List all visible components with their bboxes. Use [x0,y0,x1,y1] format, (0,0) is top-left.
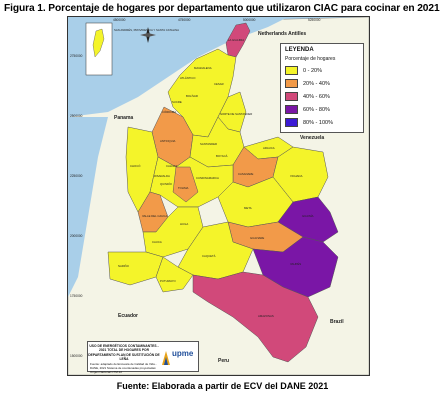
dept-label-cundinamarca: CUNDINAMARCA [196,176,219,180]
dept-label-guaviare: GUAVIARE [250,236,264,240]
legend-label: 20% - 40% [303,80,330,87]
upme-logo-text: upme [172,349,194,358]
map-info-box: USO DE ENERGÉTICOS CONTAMINANTES - 2021 … [87,341,199,374]
upme-logo-icon [162,351,170,365]
coord-left-4: 2000000 [70,234,83,238]
compass-rose-icon [140,27,156,43]
dept-label-antioquia: ANTIOQUIA [160,139,176,143]
label-ecuador: Ecuador [118,313,138,319]
coord-top-1: 4500000 [113,18,126,22]
dept-label-caldas: CALDAS [166,164,177,168]
coord-left-5: 1750000 [70,294,83,298]
dept-label-cesar: CESAR [214,82,224,86]
dept-label-meta: META [244,206,252,210]
coord-left-2: 2500000 [70,114,83,118]
pacific-ocean [68,117,108,297]
dept-amazonas [192,271,319,363]
info-notes: Fuente: adaptado de Encuesta de Calidad … [90,362,157,374]
info-heading: USO DE ENERGÉTICOS CONTAMINANTES - 2021 … [88,344,160,361]
coord-top-2: 4750000 [178,18,191,22]
dept-label-atlantico: ATLÁNTICO [180,76,196,80]
dept-label-tolima: TOLIMA [178,186,188,190]
dept-label-narino: NARIÑO [118,263,130,268]
dept-label-cauca: CAUCA [152,240,162,244]
coord-left-1: 2750000 [70,54,83,58]
label-brazil: Brazil [330,319,344,325]
coord-left-3: 2250000 [70,174,83,178]
label-panama: Panama [114,115,133,121]
legend-item: 20% - 40% [285,78,359,89]
legend-label: 0 - 20% [303,67,322,74]
dept-san-andres [92,28,105,58]
dept-label-guainia: GUAINÍA [302,214,314,218]
legend-item: 60% - 80% [285,104,359,115]
map-frame: SAN ANDRÉS, PROVIDENCIA Y SANTA CATALINA… [67,16,370,376]
figure-source: Fuente: Elaborada a partir de ECV del DA… [116,381,329,391]
inset-caption: SAN ANDRÉS, PROVIDENCIA Y SANTA CATALINA [114,27,179,32]
legend-swatch [285,66,298,75]
dept-label-guajira: LA GUAJIRA [228,38,244,42]
upme-logo: upme [160,346,194,368]
legend-item: 40% - 60% [285,91,359,102]
legend-swatch [285,105,298,114]
dept-label-bolivar: BOLÍVAR [186,94,198,98]
dept-label-putumayo: PUTUMAYO [160,279,176,283]
coord-top-4: 5250000 [308,18,321,22]
dept-label-huila: HUILA [180,222,188,226]
label-venezuela: Venezuela [300,135,324,141]
legend-swatch [285,92,298,101]
dept-label-magdalena: MAGDALENA [194,66,212,70]
legend-title: LEYENDA [285,47,314,53]
dept-label-nsantander: NORTE DE SANTANDER [220,112,252,116]
legend-label: 80% - 100% [303,119,333,126]
sea-area [68,17,369,117]
figure-title: Figura 1. Porcentaje de hogares por depa… [4,3,440,14]
dept-label-amazonas: AMAZONAS [258,314,274,318]
legend-subtitle: Porcentaje de hogares [285,56,336,62]
label-peru: Peru [218,358,229,364]
dept-label-boyaca: BOYACÁ [216,154,228,158]
dept-label-arauca: ARAUCA [263,146,275,150]
legend-label: 40% - 60% [303,93,330,100]
dept-label-vichada: VICHADA [290,174,303,178]
dept-label-santander: SANTANDER [200,142,217,146]
dept-label-valle: VALLE DEL CAUCA [142,214,167,218]
legend-item: 80% - 100% [285,117,359,128]
dept-label-cordoba: CÓRDOBA [162,109,176,114]
label-netherlands-antilles: Netherlands Antilles [258,31,306,37]
coord-top-3: 5000000 [243,18,256,22]
dept-label-vaupes: VAUPÉS [290,261,301,266]
dept-label-quindio: QUINDÍO [160,182,173,186]
dept-label-caqueta: CAQUETÁ [202,254,216,258]
dept-label-risaralda: RISARALDA [154,174,170,178]
info-text: USO DE ENERGÉTICOS CONTAMINANTES - 2021 … [88,342,160,374]
dept-label-casanare: CASANARE [238,172,254,176]
coord-left-6: 1500000 [70,354,83,358]
dept-tolima [172,166,199,203]
dept-label-sucre: SUCRE [172,100,182,104]
legend-swatch [285,79,298,88]
dept-label-choco: CHOCÓ [130,163,141,168]
legend-item: 0 - 20% [285,65,359,76]
legend-label: 60% - 80% [303,106,330,113]
map-legend: LEYENDA Porcentaje de hogares 0 - 20% 20… [280,43,364,133]
legend-swatch [285,118,298,127]
